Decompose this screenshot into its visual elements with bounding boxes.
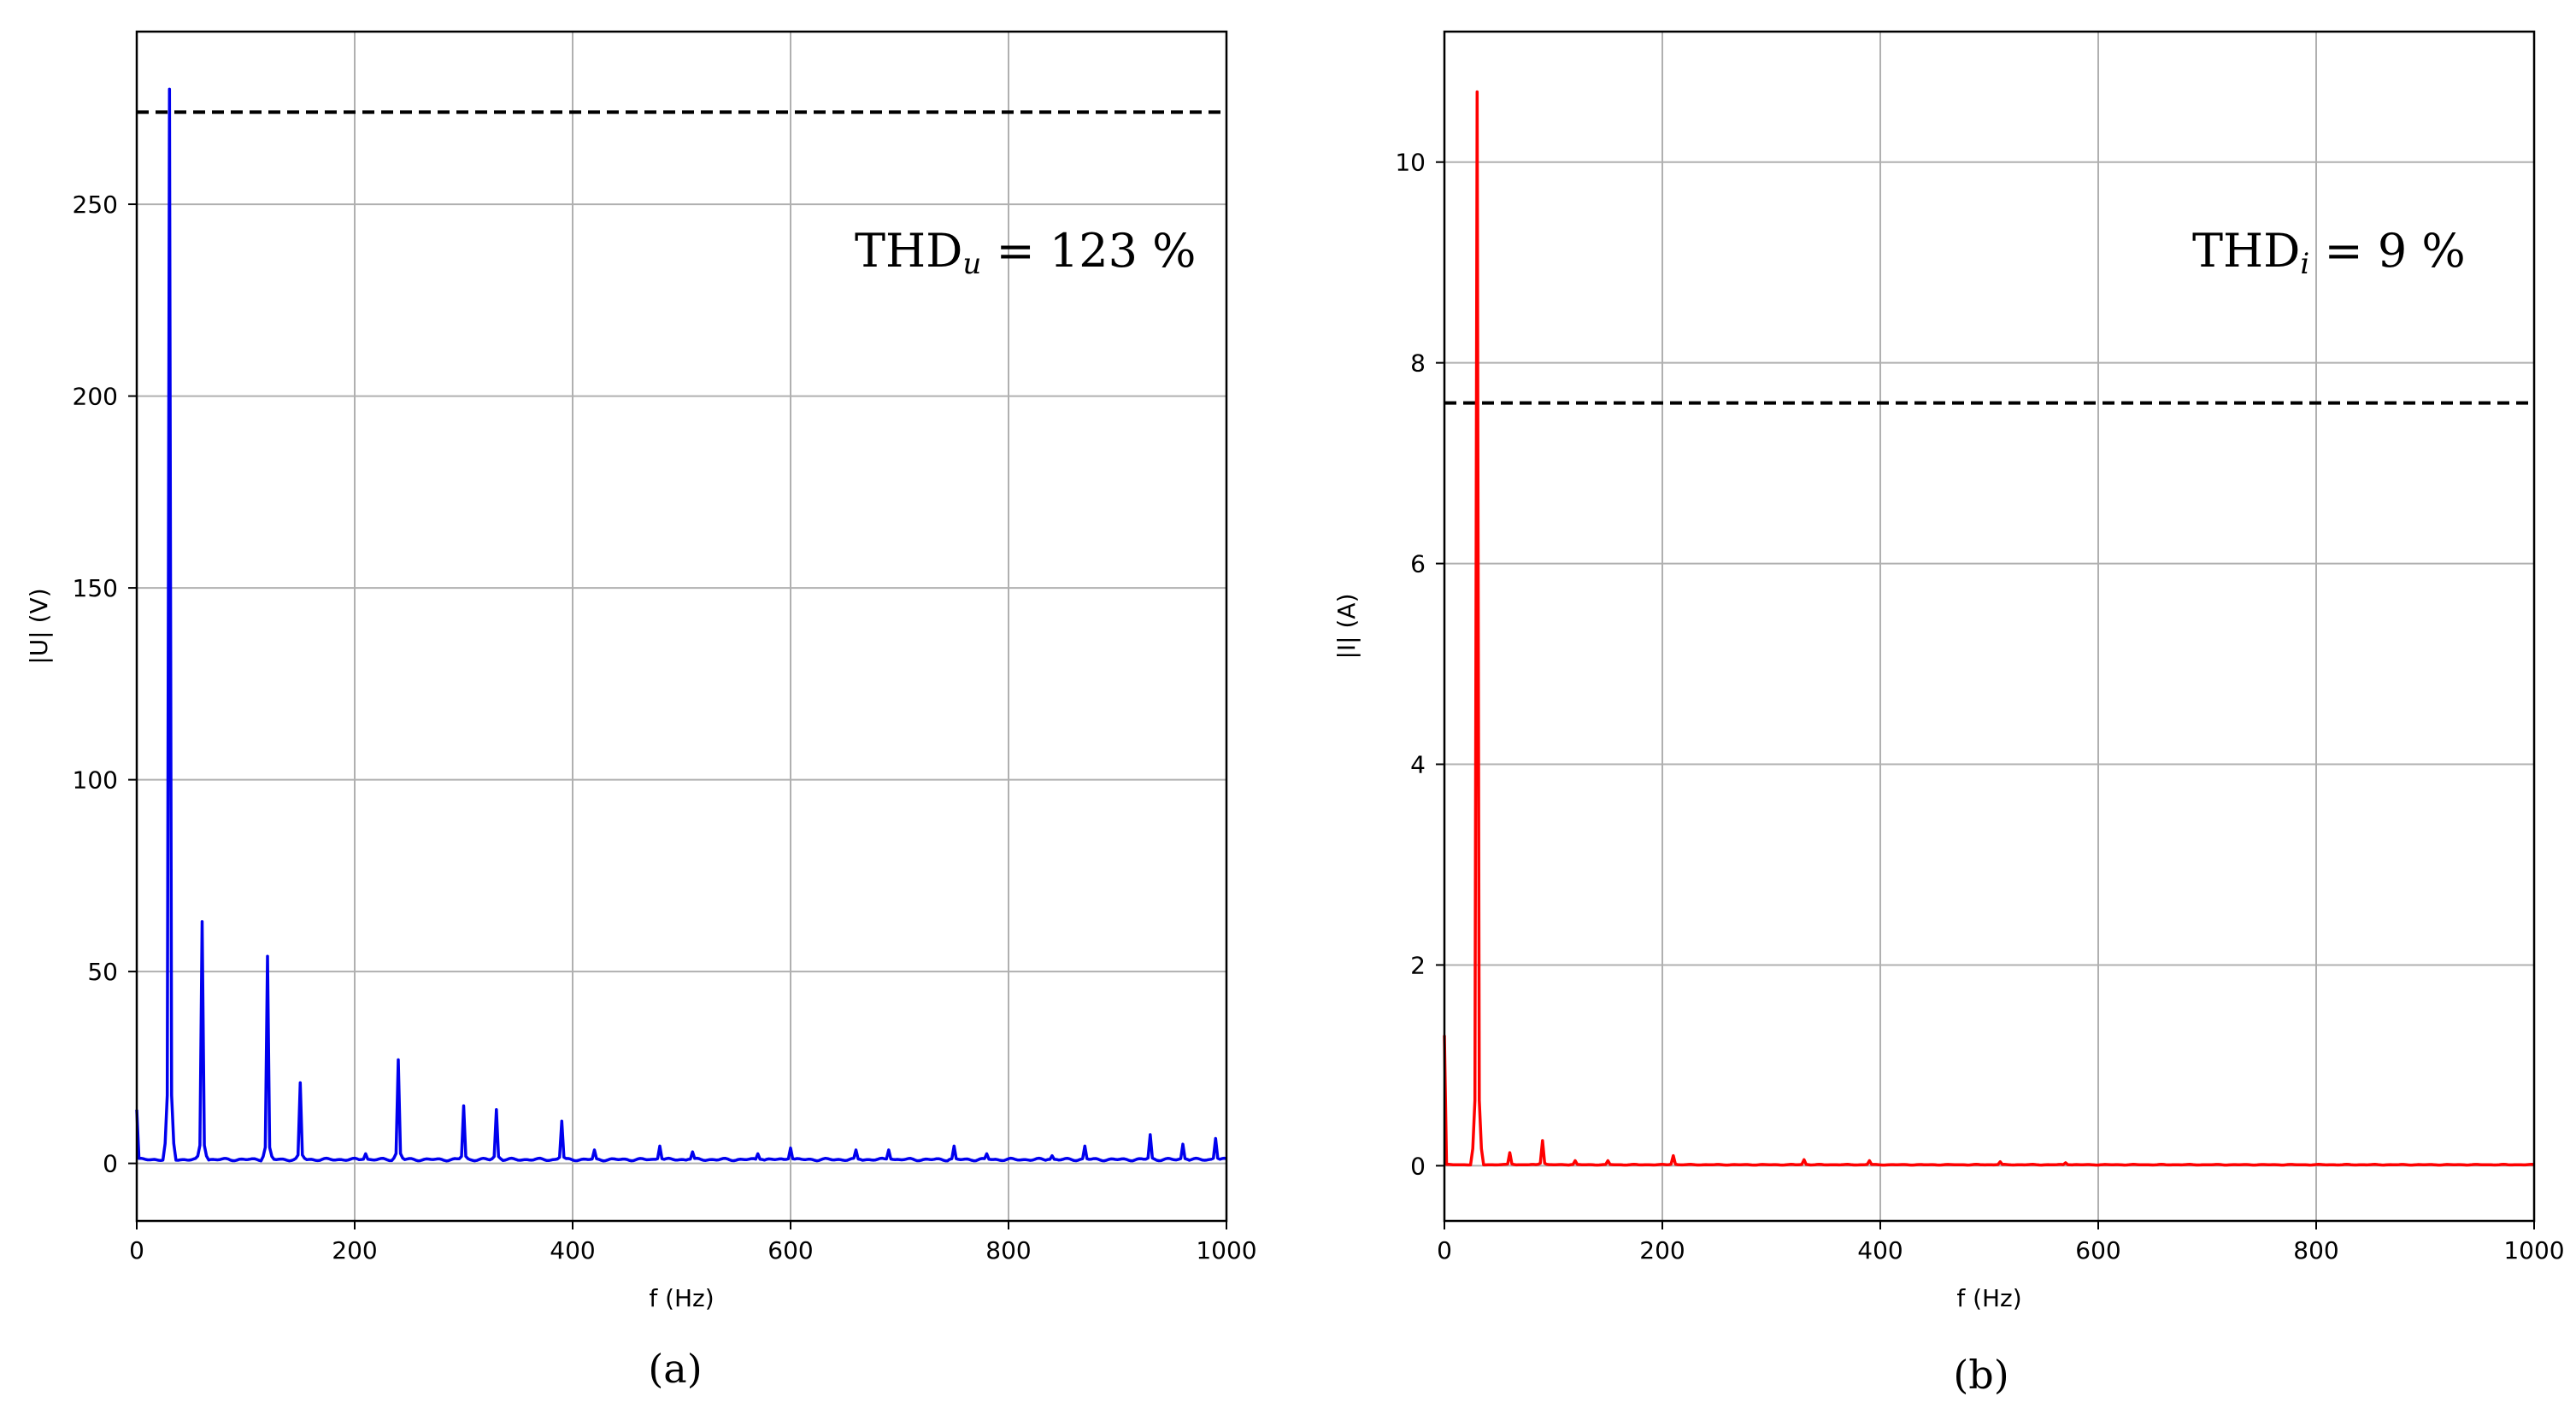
x-tick-label: 600 bbox=[2075, 1236, 2120, 1265]
y-tick-label: 0 bbox=[103, 1150, 118, 1178]
chart-a: 0 200 400 600 800 1000 0 50 100 150 200 250 f (Hz) |U… bbox=[25, 30, 1257, 1392]
peak-point bbox=[855, 1148, 858, 1152]
y-tick-label: 150 bbox=[73, 574, 118, 602]
peak-point bbox=[201, 920, 204, 924]
peak-point bbox=[1867, 1159, 1871, 1163]
peak-point bbox=[495, 1108, 498, 1112]
y-tick-label: 250 bbox=[73, 191, 118, 219]
peak-point bbox=[462, 1104, 466, 1107]
peak-point bbox=[168, 87, 171, 91]
peak-point bbox=[1475, 90, 1479, 93]
peak-point bbox=[1672, 1154, 1675, 1158]
x-axis-label: f (Hz) bbox=[649, 1284, 714, 1312]
peak-point bbox=[1181, 1142, 1185, 1146]
y-tick-label: 50 bbox=[87, 958, 118, 986]
peak-point bbox=[789, 1147, 792, 1150]
peak-point bbox=[593, 1148, 597, 1152]
x-axis-label: f (Hz) bbox=[1956, 1284, 2021, 1312]
peak-point bbox=[397, 1058, 400, 1061]
y-tick-label: 0 bbox=[1410, 1152, 1426, 1180]
x-tick-label: 200 bbox=[1639, 1236, 1685, 1265]
thd-annotation: THDu = 123 % bbox=[855, 224, 1196, 281]
spectrum-series bbox=[135, 87, 1227, 1163]
peak-point bbox=[560, 1119, 563, 1123]
peak-point bbox=[952, 1144, 956, 1147]
peak-point bbox=[1083, 1144, 1086, 1147]
peak-point bbox=[1573, 1159, 1577, 1163]
x-tick-label: 1000 bbox=[1196, 1236, 1256, 1265]
x-tick-label: 800 bbox=[985, 1236, 1031, 1265]
panel-caption: (b) bbox=[1953, 1352, 2008, 1398]
peak-point bbox=[756, 1152, 760, 1155]
spectrum-series bbox=[1443, 90, 2535, 1167]
plot-frame bbox=[135, 30, 1228, 1223]
y-tick-label: 100 bbox=[73, 766, 118, 795]
x-tick-label: 800 bbox=[2293, 1236, 2338, 1265]
x-tick-label: 200 bbox=[332, 1236, 377, 1265]
peak-point bbox=[2064, 1161, 2067, 1165]
peak-point bbox=[691, 1150, 694, 1153]
peak-point bbox=[1509, 1151, 1512, 1154]
chart-b: 0 200 400 600 800 1000 0 2 4 6 8 10 f (Hz) |I| (A) THD… bbox=[1332, 30, 2565, 1398]
y-tick-label: 6 bbox=[1410, 550, 1426, 578]
x-tick-label: 0 bbox=[129, 1236, 144, 1265]
peak-point bbox=[1998, 1160, 2002, 1164]
plot-frame bbox=[1443, 30, 2536, 1223]
panel-caption: (a) bbox=[648, 1346, 702, 1392]
peak-point bbox=[1050, 1154, 1054, 1158]
peak-point bbox=[1149, 1133, 1152, 1136]
y-tick-label: 4 bbox=[1410, 751, 1426, 779]
peak-point bbox=[887, 1148, 891, 1152]
peak-point bbox=[1606, 1159, 1609, 1163]
y-axis-label: |U| (V) bbox=[25, 588, 53, 664]
x-tick-label: 400 bbox=[1857, 1236, 1903, 1265]
peak-point bbox=[1541, 1139, 1544, 1142]
x-tick-label: 600 bbox=[768, 1236, 813, 1265]
x-tick-label: 1000 bbox=[2503, 1236, 2564, 1265]
x-tick-label: 400 bbox=[550, 1236, 595, 1265]
x-tick-label: 0 bbox=[1437, 1236, 1452, 1265]
y-axis-label: |I| (A) bbox=[1332, 593, 1361, 659]
peak-point bbox=[985, 1152, 989, 1155]
peak-point bbox=[1214, 1136, 1217, 1140]
thd-annotation: THDi = 9 % bbox=[2192, 224, 2466, 281]
peak-point bbox=[266, 954, 269, 958]
y-tick-label: 200 bbox=[73, 383, 118, 411]
peak-point bbox=[1803, 1158, 1806, 1161]
y-tick-label: 10 bbox=[1395, 149, 1426, 177]
peak-point bbox=[364, 1152, 368, 1155]
y-tick-label: 8 bbox=[1410, 349, 1426, 378]
peak-point bbox=[658, 1144, 662, 1147]
y-tick-label: 2 bbox=[1410, 951, 1426, 979]
peak-point bbox=[298, 1081, 302, 1084]
